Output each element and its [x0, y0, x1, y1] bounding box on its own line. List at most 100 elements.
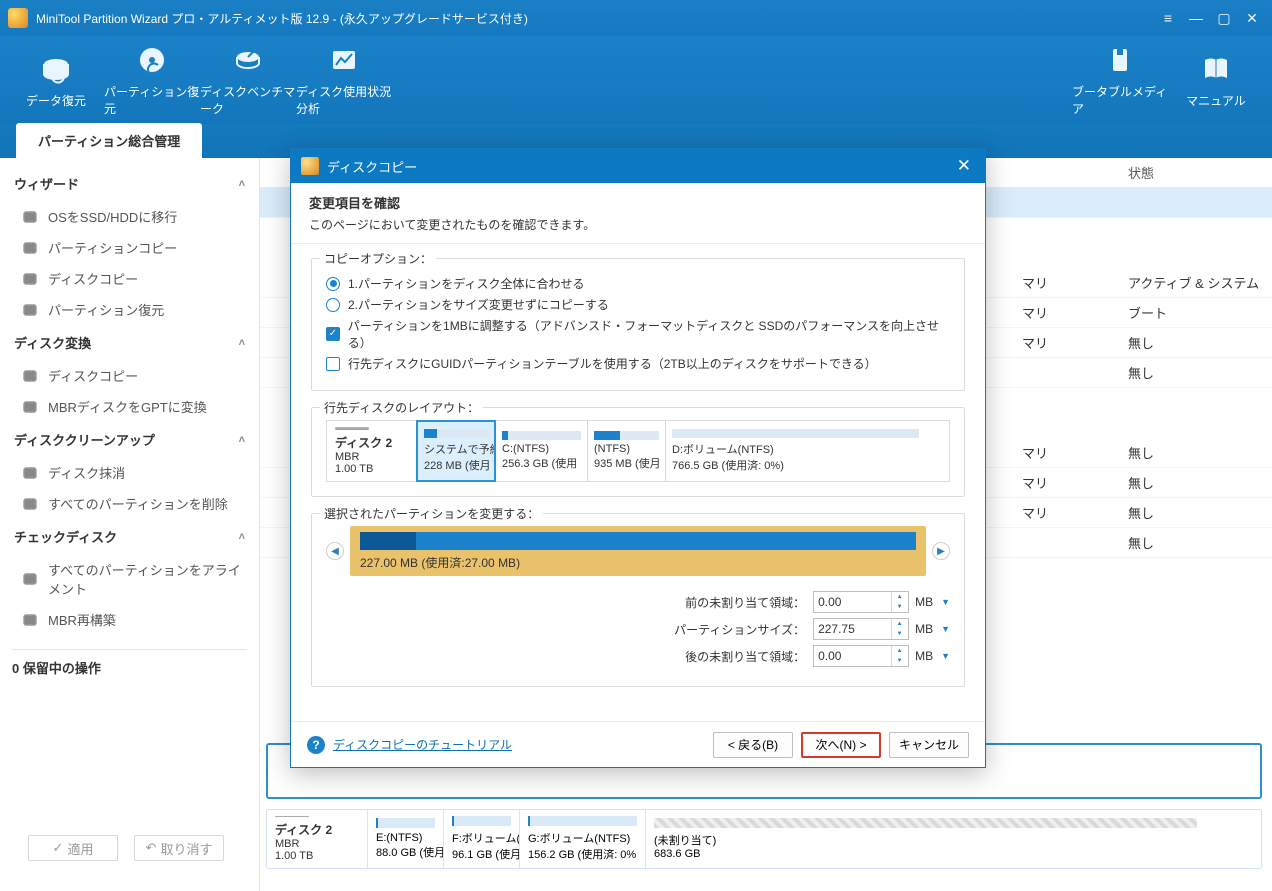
dialog-app-icon: [301, 157, 319, 175]
disk-block-2[interactable]: ディスク 2 MBR 1.00 TB E:(NTFS)88.0 GB (使月F:…: [266, 809, 1262, 869]
sidebar-item[interactable]: MBR再構築: [12, 604, 247, 635]
sidebar-item-icon: [22, 271, 38, 287]
next-button[interactable]: 次へ(N) >: [801, 732, 881, 758]
sidebar: ウィザード˄ OSをSSD/HDDに移行パーティションコピーディスクコピーパーテ…: [0, 158, 260, 891]
disk-benchmark-label: ディスクベンチマーク: [200, 83, 296, 117]
target-layout-row: ディスク 2 MBR 1.00 TB システムで予約228 MB (使月C:(N…: [326, 420, 950, 482]
chevron-up-icon: ˄: [239, 531, 245, 543]
spin-down-icon[interactable]: ▼: [891, 656, 907, 666]
sidebar-item-icon: [22, 240, 38, 256]
spin-down-icon[interactable]: ▼: [891, 602, 907, 612]
bootable-media-button[interactable]: ブータブルメディア: [1072, 40, 1168, 120]
partition-slider[interactable]: 227.00 MB (使用済:27.00 MB): [350, 526, 926, 576]
sidebar-item-icon: [22, 496, 38, 512]
maximize-icon[interactable]: ▢: [1212, 6, 1236, 30]
unit-dropdown[interactable]: ▼: [941, 597, 950, 607]
disk-copy-dialog: ディスクコピー ✕ 変更項目を確認 このページにおいて変更されたものを確認できま…: [290, 148, 986, 768]
sidebar-item[interactable]: すべてのパーティションをアライメント: [12, 554, 247, 604]
title-bar: MiniTool Partition Wizard プロ・アルティメット版 12…: [0, 0, 1272, 36]
spin-up-icon[interactable]: ▲: [891, 619, 907, 629]
disk-label: ディスク 2 MBR 1.00 TB: [267, 810, 367, 868]
disk-benchmark-icon: [231, 43, 265, 77]
unit-dropdown[interactable]: ▼: [941, 624, 950, 634]
resize-legend: 選択されたパーティションを変更する：: [320, 505, 543, 522]
sidebar-item[interactable]: すべてのパーティションを削除: [12, 488, 247, 519]
copy-options-fieldset: コピーオプション： 1.パーティションをディスク全体に合わせる 2.パーティショ…: [311, 258, 965, 391]
sidebar-header-check[interactable]: チェックディスク˄: [12, 519, 247, 554]
sidebar-item[interactable]: OSをSSD/HDDに移行: [12, 201, 247, 232]
back-button[interactable]: < 戻る(B): [713, 732, 793, 758]
sidebar-item[interactable]: パーティション復元: [12, 294, 247, 325]
sidebar-item[interactable]: パーティションコピー: [12, 232, 247, 263]
target-layout-fieldset: 行先ディスクのレイアウト： ディスク 2 MBR 1.00 TB システムで予約…: [311, 407, 965, 497]
size-partition-input[interactable]: 227.75▲▼: [813, 618, 909, 640]
disk-benchmark-button[interactable]: ディスクベンチマーク: [200, 40, 296, 120]
window-title: MiniTool Partition Wizard プロ・アルティメット版 12…: [36, 10, 528, 27]
sidebar-header-convert[interactable]: ディスク変換˄: [12, 325, 247, 360]
dialog-footer: ? ディスクコピーのチュートリアル < 戻る(B) 次へ(N) > キャンセル: [291, 721, 985, 767]
disk-partition[interactable]: F:ボリューム(N96.1 GB (使月: [443, 810, 519, 868]
data-recovery-icon: [39, 52, 73, 86]
target-layout-legend: 行先ディスクのレイアウト：: [320, 399, 483, 416]
size-after-input[interactable]: 0.00▲▼: [813, 645, 909, 667]
disk-usage-button[interactable]: ディスク使用状況分析: [296, 40, 392, 120]
spin-up-icon[interactable]: ▲: [891, 592, 907, 602]
sidebar-header-wizard[interactable]: ウィザード˄: [12, 166, 247, 201]
disk-partition[interactable]: E:(NTFS)88.0 GB (使月: [367, 810, 443, 868]
hdd-icon: [335, 427, 369, 430]
hdd-icon: [275, 816, 309, 817]
dialog-close-icon[interactable]: ✕: [953, 156, 975, 176]
sidebar-item[interactable]: ディスクコピー: [12, 360, 247, 391]
hamburger-icon[interactable]: ≡: [1156, 6, 1180, 30]
option-align-1mb[interactable]: パーティションを1MBに調整する（アドバンスド・フォーマットディスクと SSDの…: [326, 317, 950, 351]
size-after-label: 後の未割り当て領域：: [665, 648, 805, 665]
layout-partition[interactable]: D:ボリューム(NTFS)766.5 GB (使用済: 0%): [665, 421, 925, 481]
manual-label: マニュアル: [1186, 92, 1246, 109]
spin-up-icon[interactable]: ▲: [891, 646, 907, 656]
sidebar-item[interactable]: MBRディスクをGPTに変換: [12, 391, 247, 422]
layout-partition[interactable]: C:(NTFS)256.3 GB (使用: [495, 421, 587, 481]
sidebar-item-icon: [22, 612, 38, 628]
copy-options-legend: コピーオプション：: [320, 250, 436, 267]
disk-partition[interactable]: (未割り当て)683.6 GB: [645, 810, 1205, 868]
slider-right-button[interactable]: ▶: [932, 542, 950, 560]
partition-recovery-icon: [135, 43, 169, 77]
tab-partition-management[interactable]: パーティション総合管理: [16, 123, 202, 158]
dialog-titlebar: ディスクコピー ✕: [291, 149, 985, 183]
sidebar-header-cleanup[interactable]: ディスククリーンアップ˄: [12, 422, 247, 457]
data-recovery-button[interactable]: データ復元: [8, 40, 104, 120]
close-icon[interactable]: ✕: [1240, 6, 1264, 30]
size-before-label: 前の未割り当て領域：: [665, 594, 805, 611]
apply-button[interactable]: ✓ 適用: [28, 835, 118, 861]
option-use-guid[interactable]: 行先ディスクにGUIDパーティションテーブルを使用する（2TB以上のディスクをサ…: [326, 355, 950, 372]
resize-partition-fieldset: 選択されたパーティションを変更する： ◀ 227.00 MB (使用済:27.0…: [311, 513, 965, 687]
sidebar-item[interactable]: ディスク抹消: [12, 457, 247, 488]
sidebar-item-icon: [22, 368, 38, 384]
dialog-subheading: このページにおいて変更されたものを確認できます。: [309, 216, 967, 233]
tutorial-link[interactable]: ディスクコピーのチュートリアル: [333, 736, 512, 753]
checkbox-icon: [326, 327, 340, 341]
slider-left-button[interactable]: ◀: [326, 542, 344, 560]
chevron-up-icon: ˄: [239, 337, 245, 349]
help-icon[interactable]: ?: [307, 736, 325, 754]
bootable-media-label: ブータブルメディア: [1072, 83, 1168, 117]
undo-button[interactable]: ↶ 取り消す: [134, 835, 224, 861]
sidebar-item-icon: [22, 209, 38, 225]
manual-button[interactable]: マニュアル: [1168, 40, 1264, 120]
disk-usage-icon: [327, 43, 361, 77]
layout-partition[interactable]: システムで予約228 MB (使月: [416, 420, 496, 482]
partition-recovery-button[interactable]: パーティション復元: [104, 40, 200, 120]
disk-partition[interactable]: G:ボリューム(NTFS)156.2 GB (使用済: 0%: [519, 810, 645, 868]
option-fit-whole-disk[interactable]: 1.パーティションをディスク全体に合わせる: [326, 275, 950, 292]
layout-partition[interactable]: (NTFS)935 MB (使月: [587, 421, 665, 481]
minimize-icon[interactable]: —: [1184, 6, 1208, 30]
sidebar-item[interactable]: ディスクコピー: [12, 263, 247, 294]
chevron-up-icon: ˄: [239, 178, 245, 190]
app-icon: [8, 8, 28, 28]
size-before-input[interactable]: 0.00▲▼: [813, 591, 909, 613]
spin-down-icon[interactable]: ▼: [891, 629, 907, 639]
cancel-button[interactable]: キャンセル: [889, 732, 969, 758]
size-partition-label: パーティションサイズ：: [665, 621, 805, 638]
unit-dropdown[interactable]: ▼: [941, 651, 950, 661]
option-copy-without-resize[interactable]: 2.パーティションをサイズ変更せずにコピーする: [326, 296, 950, 313]
